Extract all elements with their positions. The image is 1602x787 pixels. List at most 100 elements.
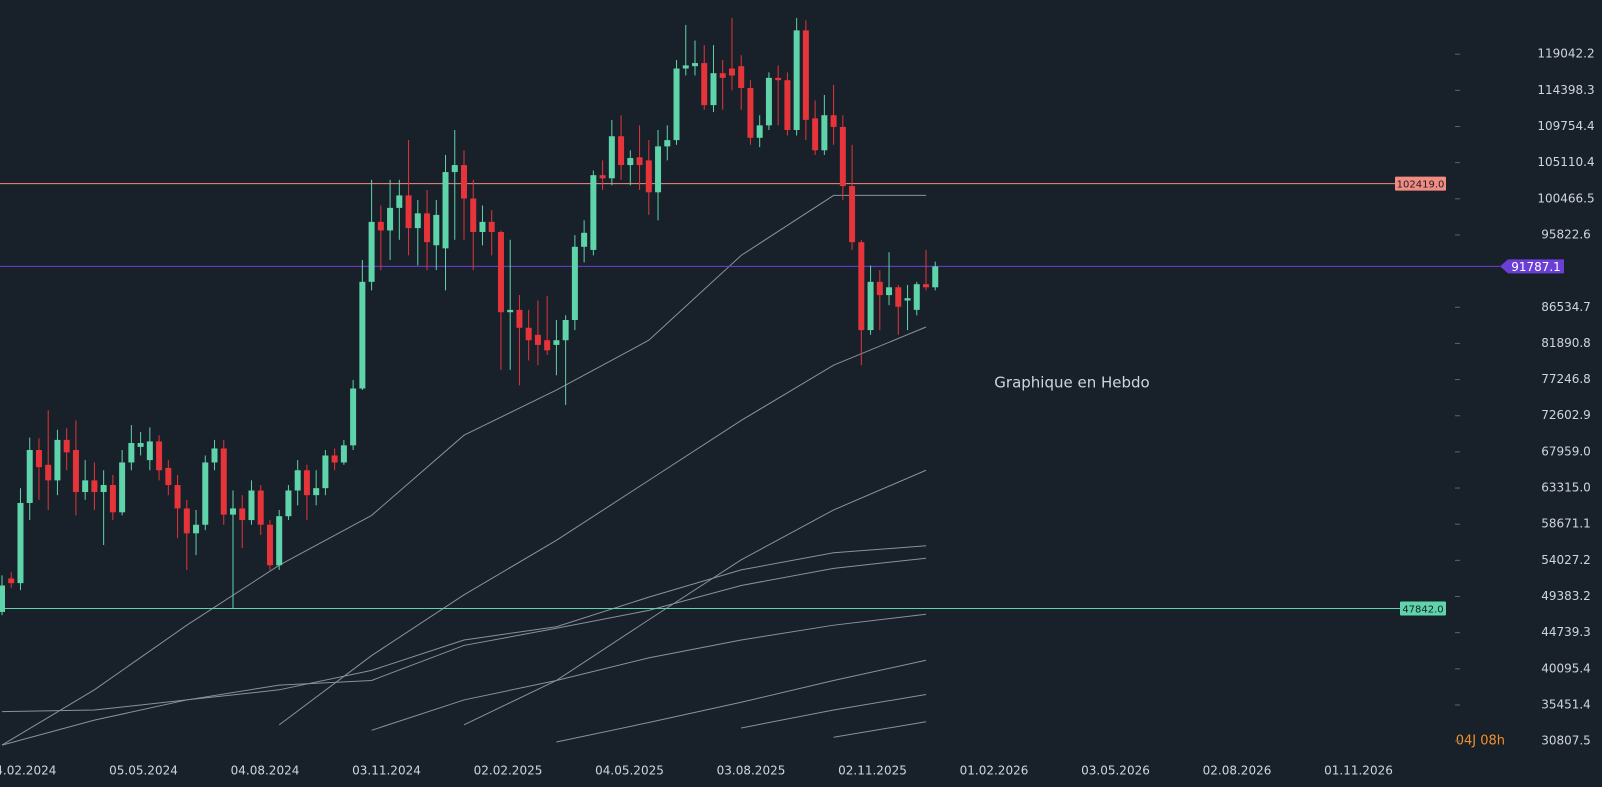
- y-tick-label: 86534.7: [1541, 300, 1591, 314]
- candle-body: [479, 221, 486, 233]
- candle-body: [719, 73, 726, 78]
- x-tick-label: 01.11.2026: [1324, 764, 1393, 778]
- candle-body: [544, 340, 551, 351]
- y-tick-label: 100466.5: [1537, 191, 1594, 205]
- y-tick-label: 72602.9: [1541, 408, 1591, 422]
- moving-average: [371, 613, 927, 731]
- candle-body: [359, 281, 366, 389]
- candle-body: [756, 125, 763, 138]
- candle-body: [784, 80, 791, 131]
- candle-body: [82, 480, 89, 493]
- candle-body: [313, 488, 320, 496]
- candle-body: [433, 214, 440, 246]
- candle-body: [904, 298, 911, 301]
- candle-body: [516, 309, 523, 328]
- candle-body: [876, 281, 883, 296]
- price-tag-label: 102419.0: [1397, 180, 1445, 191]
- candle-body: [442, 172, 449, 249]
- candle-body: [932, 266, 939, 288]
- candle-body: [451, 165, 458, 173]
- candle-body: [405, 195, 412, 229]
- candle-body: [553, 340, 560, 345]
- moving-average: [741, 693, 927, 729]
- y-tick-label: 40095.4: [1541, 661, 1591, 675]
- candle-body: [350, 388, 357, 446]
- x-tick-label: 01.02.2026: [960, 764, 1029, 778]
- candle-body: [72, 450, 79, 493]
- x-tick-label: 03.11.2024: [352, 764, 421, 778]
- candle-body: [211, 448, 218, 463]
- y-tick-label: 67959.0: [1541, 444, 1591, 458]
- candle-body: [340, 445, 347, 463]
- x-tick-label: 03.05.2026: [1081, 764, 1150, 778]
- candle-body: [849, 186, 856, 243]
- candle-body: [174, 485, 181, 509]
- candle-body: [802, 30, 809, 120]
- candle-body: [45, 464, 52, 481]
- candle-body: [525, 327, 532, 341]
- candle-body: [303, 470, 310, 496]
- candle-body: [368, 221, 375, 282]
- candle-body: [839, 126, 846, 187]
- candle-body: [747, 87, 754, 138]
- candle-body: [54, 439, 61, 481]
- candle-body: [867, 281, 874, 331]
- candle-body: [137, 443, 144, 447]
- y-tick-label: 49383.2: [1541, 589, 1591, 603]
- candle-body: [109, 485, 116, 513]
- candle-body: [220, 448, 227, 515]
- candle-body: [710, 73, 717, 106]
- candle-body: [331, 455, 338, 463]
- candle-body: [461, 165, 467, 199]
- price-tag-label: 91787.1: [1511, 260, 1561, 274]
- price-tag: [1400, 601, 1446, 616]
- candle-body: [913, 284, 920, 310]
- price-tag-label: 47842.0: [1402, 605, 1443, 616]
- candle-body: [664, 140, 671, 147]
- candle-body: [497, 232, 504, 313]
- candle-body: [608, 136, 615, 179]
- candle-body: [8, 578, 15, 584]
- y-tick-label: 44739.3: [1541, 625, 1591, 639]
- candle-body: [673, 68, 680, 141]
- candle-body: [775, 77, 782, 81]
- candle-body: [599, 175, 606, 179]
- candle-body: [618, 136, 625, 166]
- candle-body: [239, 508, 246, 521]
- candle-body: [396, 195, 403, 208]
- candle-body: [886, 287, 893, 296]
- candle-body: [91, 480, 98, 493]
- candle-body: [534, 334, 541, 345]
- candle-body: [377, 221, 384, 231]
- y-tick-label: 109754.4: [1537, 119, 1594, 133]
- candle-body: [35, 450, 42, 468]
- candle-body: [923, 284, 929, 288]
- candle-body: [193, 524, 200, 534]
- candle-body: [230, 508, 236, 515]
- x-tick-label: 04.08.2024: [231, 764, 300, 778]
- candle-body: [202, 462, 209, 525]
- moving-average: [1, 194, 926, 746]
- x-tick-label: 04.05.2025: [595, 764, 664, 778]
- candle-body: [285, 490, 292, 517]
- candle-body: [812, 118, 819, 151]
- candle-body: [183, 508, 190, 534]
- moving-average: [1, 545, 927, 713]
- y-tick-label: 58671.1: [1541, 517, 1591, 531]
- candle-body: [581, 232, 588, 247]
- candle-body: [414, 213, 421, 229]
- candle-body: [165, 467, 172, 486]
- candle-body: [266, 524, 273, 566]
- y-tick-label: 35451.4: [1541, 697, 1591, 711]
- y-tick-label: 30807.5: [1541, 734, 1591, 748]
- candle-body: [100, 485, 107, 493]
- y-tick-label: 105110.4: [1537, 155, 1594, 169]
- candle-body: [590, 175, 597, 250]
- candle-body: [571, 246, 578, 320]
- candle-body: [507, 309, 514, 313]
- candle-body: [858, 242, 865, 331]
- candle-body: [146, 441, 153, 461]
- annotation: Graphique en Hebdo: [994, 374, 1149, 392]
